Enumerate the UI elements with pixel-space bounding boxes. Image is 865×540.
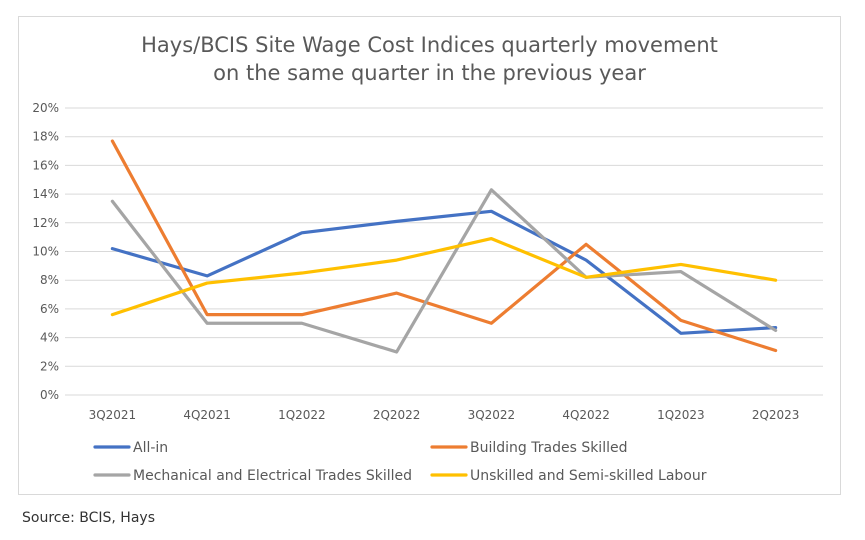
legend-label-2: Building Trades Skilled [470, 440, 627, 456]
series-lines [110, 139, 778, 354]
legend-label-1: All-in [133, 440, 168, 456]
legend: All-in Building Trades Skilled Mechanical … [93, 440, 707, 484]
series-line-3 [110, 188, 778, 354]
series-line-2 [110, 139, 778, 353]
chart-title-line-2: on the same quarter in the previous year [213, 61, 646, 85]
y-tick-label: 6% [40, 302, 59, 316]
source-note: Source: BCIS, Hays [22, 510, 155, 526]
x-axis-tick-labels: 3Q2021 4Q2021 1Q2022 2Q2022 3Q2022 4Q2022 1Q20… [89, 408, 800, 422]
x-tick-label: 1Q2022 [278, 408, 326, 422]
y-tick-label: 14% [32, 187, 59, 201]
chart-title: Hays/BCIS Site Wage Cost Indices quarter… [18, 31, 841, 87]
x-tick-label: 4Q2021 [183, 408, 231, 422]
x-tick-label: 3Q2021 [89, 408, 137, 422]
y-tick-label: 4% [40, 331, 59, 345]
x-tick-label: 1Q2023 [657, 408, 705, 422]
series-line-1 [110, 209, 778, 335]
legend-label-4: Unskilled and Semi-skilled Labour [470, 468, 707, 484]
y-tick-label: 18% [32, 130, 59, 144]
y-tick-label: 2% [40, 359, 59, 373]
x-tick-label: 4Q2022 [562, 408, 610, 422]
y-tick-label: 12% [32, 216, 59, 230]
y-tick-label: 20% [32, 101, 59, 115]
y-axis-tick-labels: 0% 2% 4% 6% 8% 10% 12% 14% 16% 18% 20% [32, 101, 59, 402]
y-tick-label: 0% [40, 388, 59, 402]
y-tick-label: 16% [32, 158, 59, 172]
x-tick-label: 2Q2023 [752, 408, 800, 422]
x-tick-label: 3Q2022 [468, 408, 516, 422]
series-line-4 [110, 236, 778, 317]
legend-label-3: Mechanical and Electrical Trades Skilled [133, 468, 412, 484]
y-tick-label: 10% [32, 245, 59, 259]
chart-title-line-1: Hays/BCIS Site Wage Cost Indices quarter… [141, 33, 718, 57]
gridlines [65, 107, 823, 396]
x-tick-label: 2Q2022 [373, 408, 421, 422]
y-tick-label: 8% [40, 273, 59, 287]
